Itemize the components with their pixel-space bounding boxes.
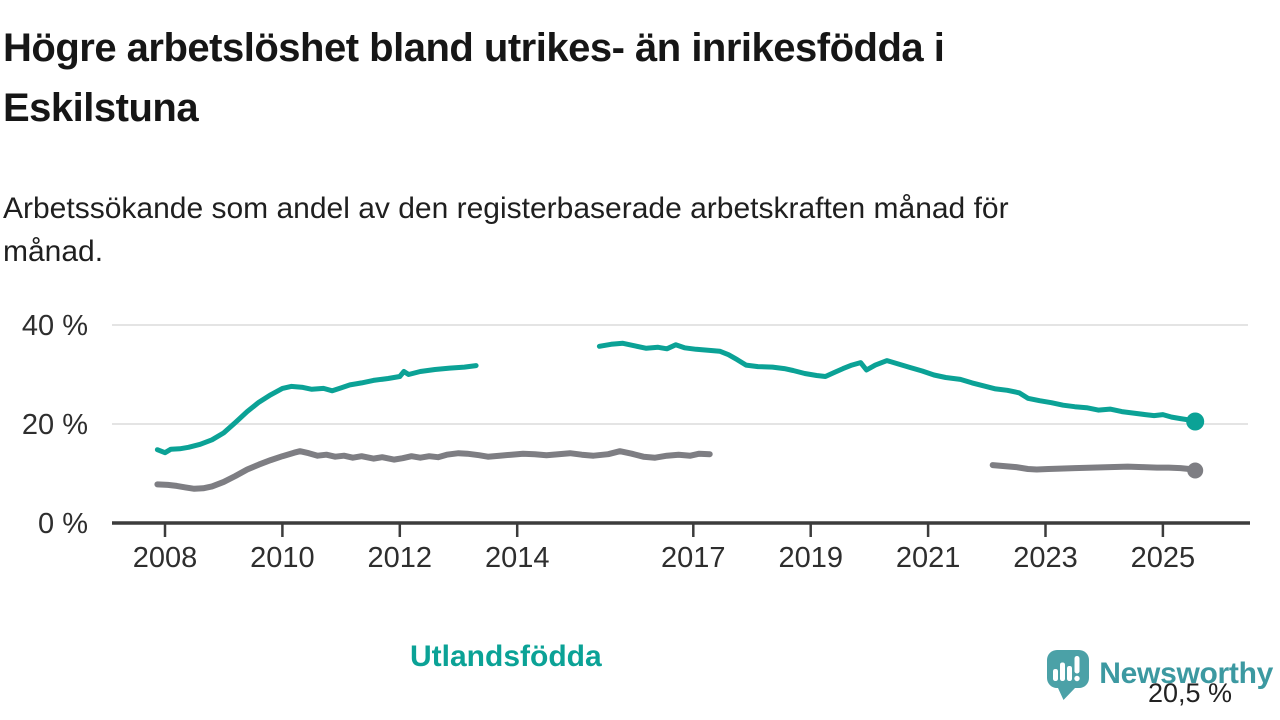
x-tick-label: 2019 (778, 542, 843, 574)
x-tick-label: 2021 (896, 542, 961, 574)
x-tick-label: 2012 (368, 542, 433, 574)
x-tick-label: 2025 (1131, 542, 1196, 574)
end-value-label-utlandsfodda: 20,5 % (1147, 678, 1232, 708)
series-line-0 (596, 340, 1198, 424)
newsworthy-logo-icon (1047, 650, 1090, 700)
series-end-dot-1 (1187, 462, 1204, 479)
series-line-0 (154, 363, 479, 456)
page-subtitle: Arbetssökande som andel av den registerb… (3, 192, 1009, 268)
chart-canvas: 0 % 20 % 40 % 2008 2010 2012 2014 2017 2019 2021 2… (22, 310, 1250, 574)
series-label-utlandsfodda: Utlandsfödda (410, 640, 602, 673)
x-tick-label: 2017 (661, 542, 726, 574)
x-tick-label: 2008 (133, 542, 198, 574)
series-line-1 (154, 448, 713, 492)
y-tick-label: 40 % (22, 310, 88, 342)
series-line-1 (989, 462, 1199, 474)
y-tick-label: 20 % (22, 409, 88, 441)
page-title: Högre arbetslöshet bland utrikes- än inr… (3, 26, 945, 130)
x-tick-label: 2010 (250, 542, 315, 574)
x-tick-label: 2023 (1013, 542, 1078, 574)
newsworthy-logo-text: Newsworthy (1099, 657, 1273, 690)
newsworthy-logo: Newsworthy (1046, 649, 1273, 701)
series-end-dot-0 (1186, 412, 1205, 431)
y-tick-label: 0 % (38, 508, 88, 540)
line-chart: 0 % 20 % 40 % 2008 2010 2012 2014 2017 2019 2021 2… (0, 290, 1280, 707)
x-tick-label: 2014 (485, 542, 550, 574)
